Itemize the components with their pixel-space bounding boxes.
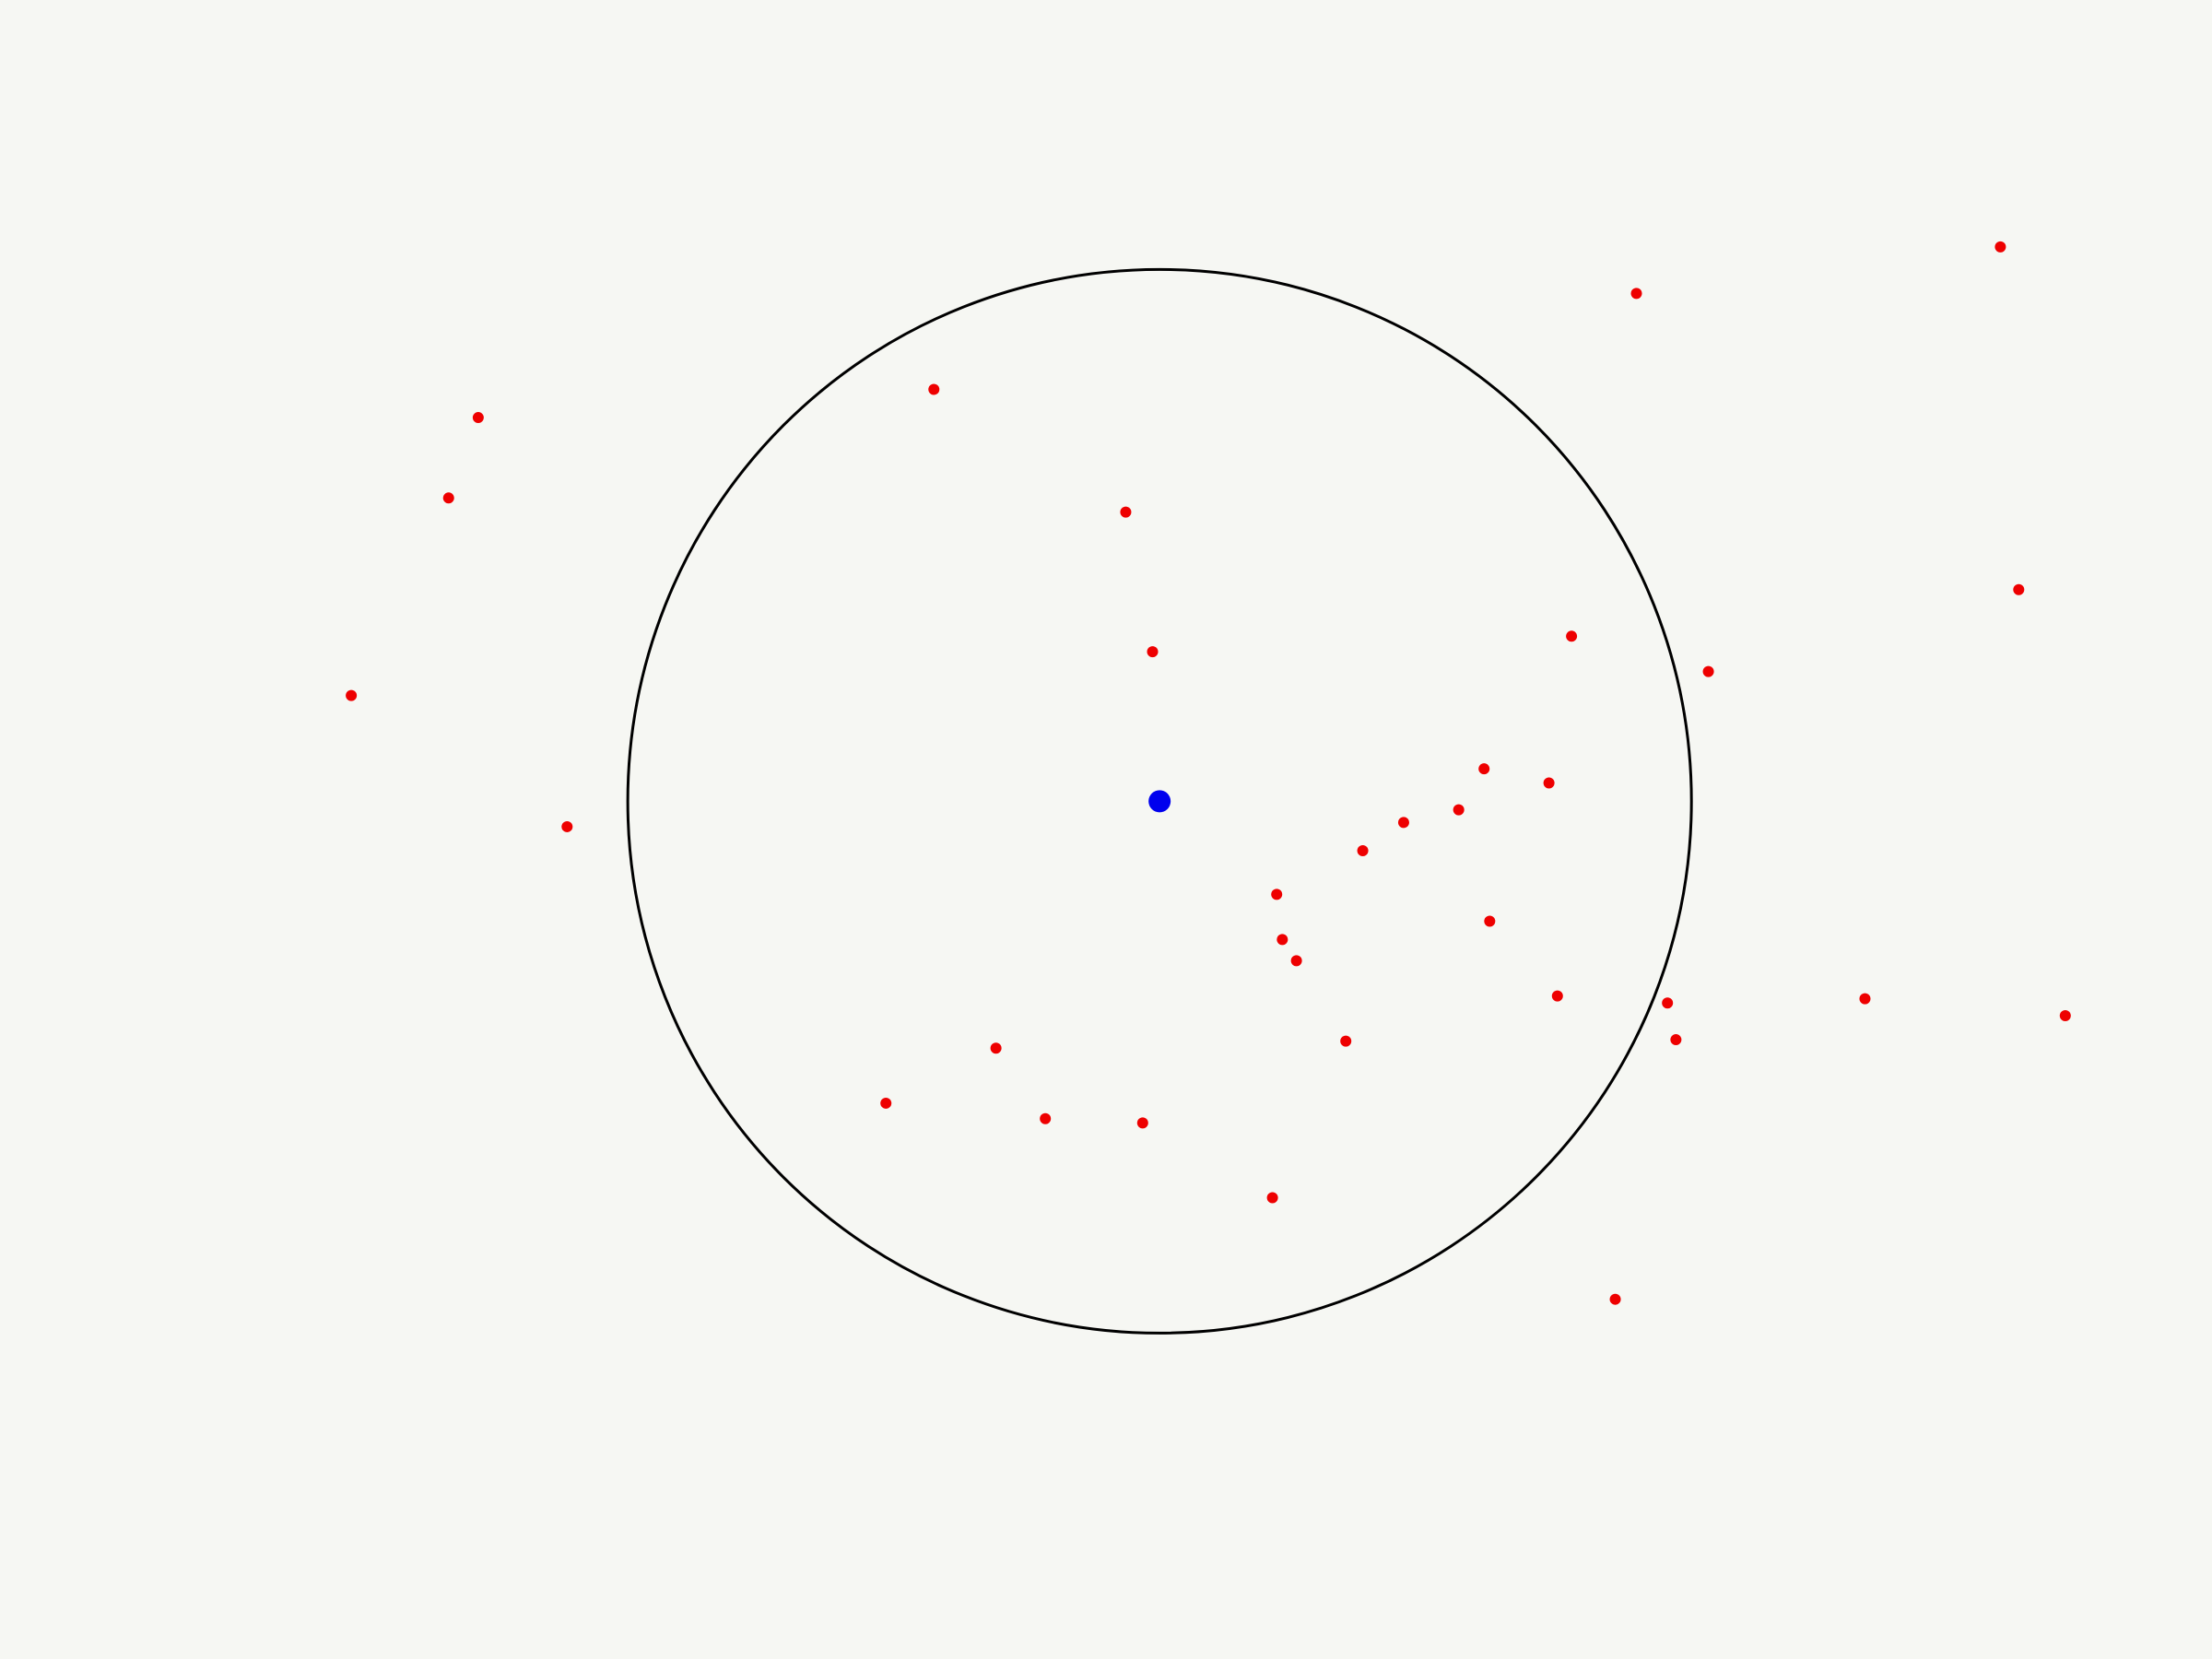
data-point xyxy=(1271,888,1283,900)
data-point xyxy=(2013,583,2025,595)
points-layer xyxy=(346,241,2071,1305)
data-point xyxy=(880,1097,892,1109)
data-point xyxy=(1277,934,1288,946)
boundary-circle xyxy=(626,267,1693,1335)
data-point xyxy=(1994,241,2006,253)
data-point xyxy=(1147,646,1159,658)
data-point xyxy=(1357,844,1369,856)
data-point xyxy=(1551,990,1563,1002)
data-point xyxy=(442,492,454,504)
data-point xyxy=(1453,804,1465,816)
data-point xyxy=(1543,777,1555,789)
data-point xyxy=(1484,915,1496,927)
data-point xyxy=(1630,288,1642,300)
data-point xyxy=(1397,817,1409,829)
data-point xyxy=(1702,665,1714,677)
data-point xyxy=(1609,1293,1621,1305)
data-point xyxy=(990,1042,1002,1054)
data-point xyxy=(346,689,358,701)
data-point xyxy=(2059,1010,2071,1022)
data-point xyxy=(1266,1192,1278,1204)
data-point xyxy=(1120,506,1132,518)
data-point xyxy=(1040,1112,1052,1124)
data-point xyxy=(1136,1117,1148,1129)
data-point xyxy=(561,820,573,832)
data-point xyxy=(1340,1035,1352,1047)
data-point xyxy=(1478,763,1490,775)
data-point xyxy=(472,412,484,424)
data-point xyxy=(1859,993,1871,1005)
data-point xyxy=(1290,955,1302,967)
data-point xyxy=(928,383,940,395)
center-point xyxy=(1148,790,1171,813)
data-point xyxy=(1566,630,1578,642)
data-point xyxy=(1662,997,1674,1009)
data-point xyxy=(1670,1034,1682,1046)
